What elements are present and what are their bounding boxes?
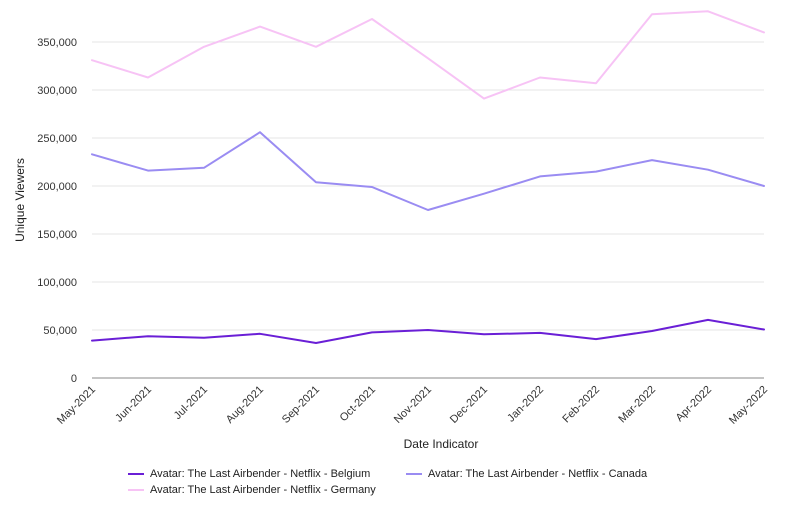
legend-swatch bbox=[128, 473, 144, 475]
x-tick-label: Jan-2022 bbox=[505, 384, 546, 425]
x-tick-label: Mar-2022 bbox=[616, 384, 658, 426]
legend-item: Avatar: The Last Airbender - Netflix - B… bbox=[128, 468, 370, 480]
x-tick-label: Feb-2022 bbox=[560, 384, 602, 426]
legend-swatch bbox=[406, 473, 422, 475]
series-lines bbox=[91, 10, 765, 344]
legend-item: Avatar: The Last Airbender - Netflix - G… bbox=[128, 484, 376, 496]
x-tick-label: Nov-2021 bbox=[392, 384, 434, 426]
x-tick-label: Oct-2021 bbox=[338, 384, 378, 424]
x-tick-label: Dec-2021 bbox=[448, 384, 490, 426]
y-axis-title: Unique Viewers bbox=[13, 158, 27, 242]
legend-label: Avatar: The Last Airbender - Netflix - B… bbox=[150, 468, 371, 480]
y-tick-label: 150,000 bbox=[37, 229, 77, 241]
y-tick-label: 0 bbox=[71, 373, 77, 385]
y-tick-label: 100,000 bbox=[37, 277, 77, 289]
legend-label: Avatar: The Last Airbender - Netflix - G… bbox=[150, 484, 376, 496]
x-tick-label: Apr-2022 bbox=[674, 384, 714, 424]
x-axis-ticks: May-2021 Jun-2021 Jul-2021 Aug-2021 Sep-2021… bbox=[55, 384, 770, 427]
y-tick-label: 300,000 bbox=[37, 85, 77, 97]
x-tick-label: May-2021 bbox=[55, 384, 98, 427]
series-line bbox=[91, 131, 765, 211]
y-tick-label: 350,000 bbox=[37, 37, 77, 49]
series-line bbox=[91, 318, 765, 344]
x-tick-label: Aug-2021 bbox=[224, 384, 266, 426]
y-tick-label: 50,000 bbox=[43, 325, 77, 337]
y-tick-label: 200,000 bbox=[37, 181, 77, 193]
series-line bbox=[91, 10, 765, 100]
legend-swatch bbox=[128, 489, 144, 491]
gridlines bbox=[92, 41, 764, 379]
x-axis-title: Date Indicator bbox=[404, 437, 479, 451]
x-tick-label: May-2022 bbox=[727, 384, 770, 427]
x-tick-label: Jul-2021 bbox=[172, 384, 210, 422]
legend-label: Avatar: The Last Airbender - Netflix - C… bbox=[428, 468, 648, 480]
x-tick-label: Sep-2021 bbox=[280, 384, 322, 426]
legend-item: Avatar: The Last Airbender - Netflix - C… bbox=[406, 468, 647, 480]
x-tick-label: Jun-2021 bbox=[113, 384, 154, 425]
y-tick-label: 250,000 bbox=[37, 133, 77, 145]
y-axis-ticks: 0 50,000 100,000 150,000 200,000 250,000 300,0… bbox=[37, 37, 77, 385]
